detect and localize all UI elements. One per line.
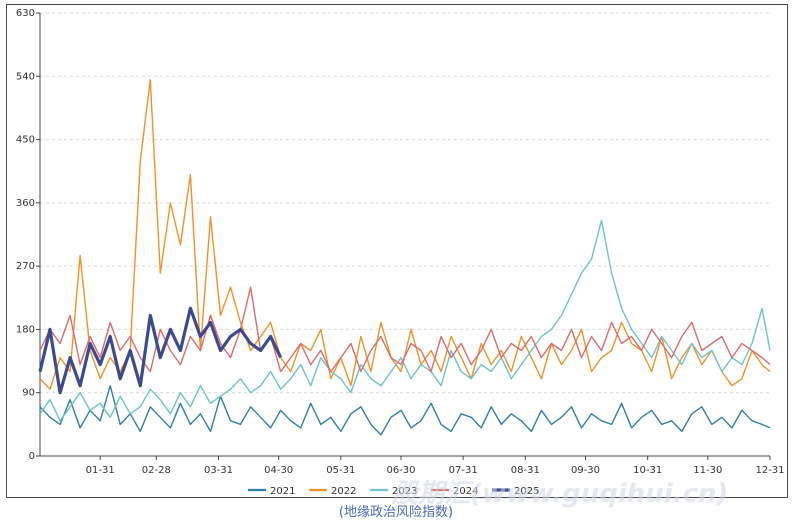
x-tick-label: 05-31 (326, 465, 355, 476)
caption-text: (地缘政治风险指数) (339, 505, 453, 520)
y-tick-label: 0 (29, 451, 35, 462)
y-tick-label: 630 (16, 8, 35, 19)
legend-label-2022[interactable]: 2022 (331, 486, 356, 497)
legend: 2021 2022 2023 2024 2025 (248, 486, 539, 497)
series-line-2024 (39, 286, 771, 373)
legend-label-2023[interactable]: 2023 (392, 486, 417, 497)
legend-label-2025[interactable]: 2025 (514, 486, 539, 497)
x-tick-label: 04-30 (264, 465, 293, 476)
series-line-2023 (39, 219, 771, 422)
y-tick-label: 360 (16, 198, 35, 209)
y-tick-label: 450 (16, 135, 35, 146)
x-tick-label: 12-31 (755, 465, 784, 476)
series-line-2021 (39, 385, 771, 436)
y-axis: 0 90 180 270 360 450 540 630 (16, 8, 41, 462)
series-group (38, 79, 771, 436)
x-tick-label: 01-31 (86, 465, 115, 476)
grid-lines (40, 12, 770, 394)
series-line-2025 (38, 306, 283, 395)
y-tick-label: 180 (16, 324, 35, 335)
y-tick-label: 90 (22, 388, 35, 399)
x-tick-label: 06-30 (386, 465, 415, 476)
y-tick-label: 540 (16, 71, 35, 82)
legend-label-2024[interactable]: 2024 (453, 486, 478, 497)
x-tick-label: 09-30 (571, 465, 600, 476)
watermark-text: 股期汇(www.guqihui.cn) (391, 479, 728, 509)
x-tick-label: 02-28 (142, 465, 171, 476)
x-tick-label: 03-31 (204, 465, 233, 476)
series-line-2022 (39, 79, 771, 390)
legend-label-2021[interactable]: 2021 (270, 486, 295, 497)
x-tick-label: 11-30 (693, 465, 722, 476)
x-tick-label: 07-31 (449, 465, 478, 476)
y-tick-label: 270 (16, 261, 35, 272)
x-axis: 01-31 02-28 03-31 04-30 05-31 06-30 07-31 08-31… (40, 455, 785, 476)
chart-frame (6, 4, 788, 498)
x-tick-label: 10-31 (633, 465, 662, 476)
x-tick-label: 08-31 (511, 465, 540, 476)
